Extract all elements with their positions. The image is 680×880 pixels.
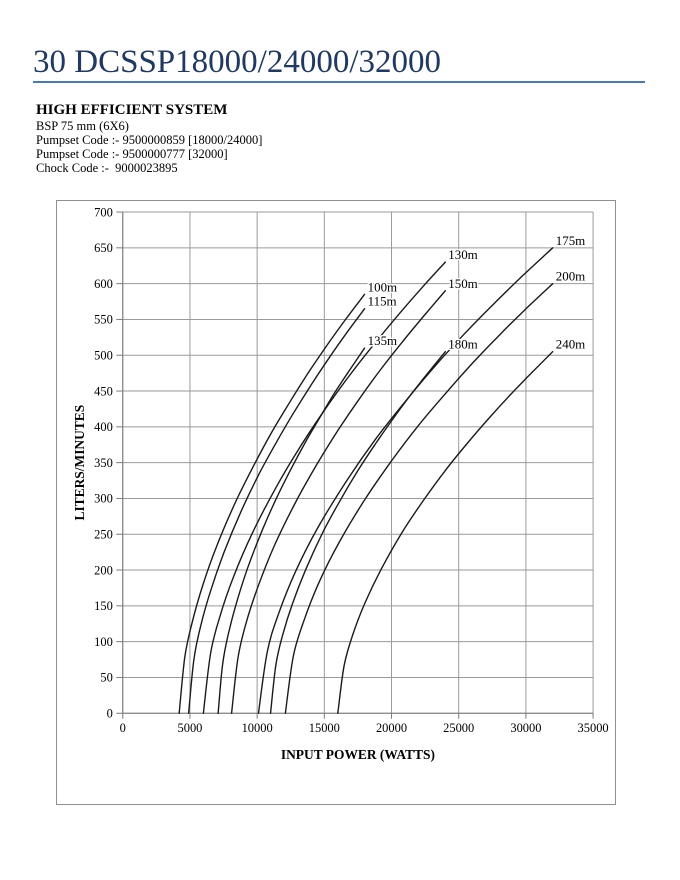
x-tick-label: 5000 (178, 721, 203, 735)
curve-label-100m: 100m (368, 279, 397, 294)
page-title: 30 DCSSP18000/24000/32000 (33, 44, 441, 80)
x-axis-title: INPUT POWER (WATTS) (281, 747, 435, 762)
y-tick-label: 550 (94, 313, 113, 327)
curve-label-130m: 130m (448, 247, 477, 262)
header-chock-code: Chock Code :- 9000023895 (36, 161, 178, 175)
curve-150m (230, 290, 447, 714)
y-tick-label: 400 (94, 420, 113, 434)
title-underline (33, 81, 645, 83)
x-tick-label: 20000 (376, 721, 407, 735)
x-tick-label: 0 (120, 721, 126, 735)
x-tick-label: 15000 (309, 721, 340, 735)
curve-label-240m: 240m (556, 337, 585, 352)
curve-label-150m: 150m (448, 276, 477, 291)
header-pumpset-code-1: Pumpset Code :- 9500000859 [18000/24000] (36, 133, 263, 147)
spec-header: HIGH EFFICIENT SYSTEM BSP 75 mm (6X6) Pu… (36, 101, 262, 175)
header-system-name: HIGH EFFICIENT SYSTEM (36, 102, 228, 118)
y-tick-label: 200 (94, 563, 113, 577)
curve-135m (217, 347, 366, 714)
y-tick-label: 150 (94, 599, 113, 613)
x-tick-label: 10000 (242, 721, 273, 735)
header-pumpset-code-2: Pumpset Code :- 9500000777 [32000] (36, 147, 228, 161)
y-tick-label: 700 (94, 205, 113, 219)
y-tick-label: 50 (100, 671, 112, 685)
pump-performance-chart: 0 50 100 150 200 250 300 350 400 450 500 550 600 650 7… (56, 200, 616, 805)
y-tick-label: 600 (94, 277, 113, 291)
curve-label-175m: 175m (556, 233, 585, 248)
x-tick-label: 25000 (443, 721, 474, 735)
y-tick-label: 450 (94, 384, 113, 398)
curve-200m (284, 282, 554, 714)
x-tick-label: 35000 (578, 721, 609, 735)
y-tick-label: 250 (94, 528, 113, 542)
curve-175m (257, 247, 554, 714)
plot-svg: 0 50 100 150 200 250 300 350 400 450 500 550 600 650 7… (72, 205, 609, 762)
y-tick-label: 100 (94, 635, 113, 649)
curve-115m (187, 307, 366, 714)
y-tick-label: 650 (94, 241, 113, 255)
curve-130m (202, 261, 447, 714)
y-axis-title: LITERS/MINUTES (72, 405, 87, 521)
curve-label-200m: 200m (556, 269, 585, 284)
y-tick-label: 0 (107, 707, 113, 721)
curve-100m (178, 293, 366, 714)
curve-label-135m: 135m (368, 333, 397, 348)
y-tick-label: 350 (94, 456, 113, 470)
curve-240m (337, 350, 554, 714)
curve-label-180m: 180m (448, 337, 477, 352)
y-tick-label: 300 (94, 492, 113, 506)
y-tick-label: 500 (94, 349, 113, 363)
curve-label-115m: 115m (368, 294, 397, 309)
x-tick-label: 30000 (510, 721, 541, 735)
curve-180m (269, 350, 447, 714)
header-bsp-size: BSP 75 mm (6X6) (36, 119, 129, 133)
